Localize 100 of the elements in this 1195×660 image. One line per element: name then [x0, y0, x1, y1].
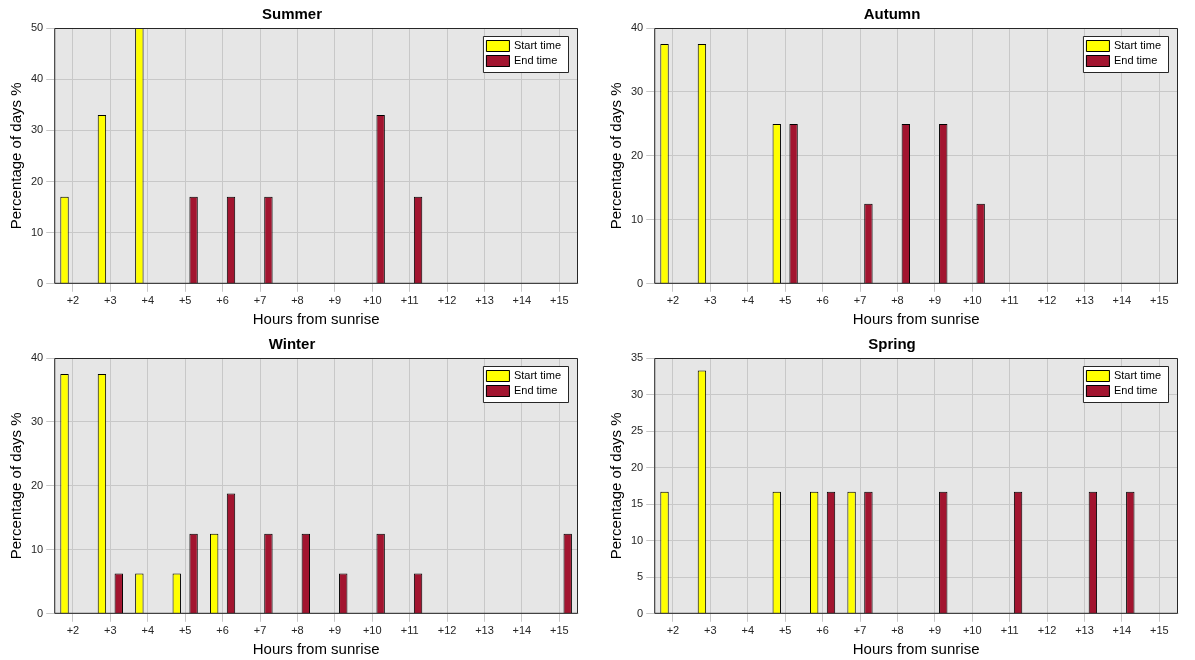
x-tick-label: +5: [178, 294, 192, 307]
y-tick-label: 20: [630, 460, 644, 473]
legend-label: End time: [513, 384, 558, 397]
x-tick-label: +5: [778, 624, 792, 637]
legend-label: Start time: [513, 39, 562, 52]
y-tick-label: 0: [637, 276, 644, 289]
x-axis-title: Hours from sunrise: [252, 310, 380, 328]
y-tick-label: 40: [30, 351, 44, 364]
x-tick-label: +5: [778, 294, 792, 307]
chart-title: Spring: [868, 335, 916, 353]
x-axis-title: Hours from sunrise: [252, 640, 380, 658]
x-tick-label: +5: [178, 624, 192, 637]
x-tick-label: +12: [437, 294, 457, 307]
x-tick-label: +8: [291, 294, 304, 307]
y-tick-label: 30: [30, 414, 44, 427]
x-tick-label: +8: [891, 294, 904, 307]
x-tick-label: +2: [666, 294, 680, 307]
x-tick-label: +11: [400, 294, 419, 307]
legend-label: End time: [1113, 384, 1158, 397]
y-tick-label: 20: [630, 148, 644, 161]
x-tick-label: +15: [549, 624, 569, 637]
x-tick-label: +2: [66, 294, 80, 307]
x-tick-label: +2: [666, 624, 680, 637]
x-tick-label: +10: [362, 294, 382, 307]
y-tick-label: 10: [630, 533, 644, 546]
chart-title: Summer: [261, 5, 323, 23]
x-tick-label: +12: [1037, 294, 1057, 307]
y-tick-label: 10: [30, 542, 44, 555]
x-tick-label: +7: [853, 624, 867, 637]
y-tick-label: 0: [37, 606, 44, 619]
y-axis-title: Percentage of days %: [7, 82, 25, 230]
x-tick-label: +14: [1112, 294, 1132, 307]
legend-label: End time: [1113, 54, 1158, 67]
x-tick-label: +8: [291, 624, 304, 637]
x-tick-label: +3: [104, 294, 117, 307]
y-tick-label: 30: [630, 84, 644, 97]
x-tick-label: +15: [1149, 624, 1169, 637]
x-tick-label: +7: [253, 294, 267, 307]
x-tick-label: +6: [816, 624, 829, 637]
y-tick-label: 25: [630, 424, 644, 437]
legend-label: Start time: [513, 369, 562, 382]
x-tick-label: +8: [891, 624, 904, 637]
x-tick-label: +9: [928, 624, 942, 637]
legend-label: Start time: [1113, 369, 1162, 382]
y-tick-label: 50: [30, 21, 44, 34]
x-tick-label: +3: [704, 294, 717, 307]
x-tick-label: +10: [362, 624, 382, 637]
x-tick-label: +12: [1037, 624, 1057, 637]
x-tick-label: +6: [816, 294, 829, 307]
y-tick-label: 10: [630, 212, 644, 225]
y-tick-label: 20: [30, 478, 44, 491]
x-tick-label: +11: [1000, 294, 1019, 307]
x-tick-label: +13: [475, 624, 494, 637]
x-tick-label: +10: [962, 624, 982, 637]
x-tick-label: +15: [549, 294, 569, 307]
x-axis-title: Hours from sunrise: [852, 640, 980, 658]
y-tick-label: 10: [30, 225, 44, 238]
chart-title: Winter: [268, 335, 316, 353]
x-tick-label: +9: [928, 294, 942, 307]
x-tick-label: +11: [400, 624, 419, 637]
x-tick-label: +14: [512, 294, 532, 307]
x-tick-label: +15: [1149, 294, 1169, 307]
legend-label: End time: [513, 54, 558, 67]
y-tick-label: 40: [30, 72, 44, 85]
x-tick-label: +3: [104, 624, 117, 637]
y-tick-label: 20: [30, 174, 44, 187]
x-tick-label: +9: [328, 624, 342, 637]
y-tick-label: 35: [630, 351, 644, 364]
x-tick-label: +12: [437, 624, 457, 637]
y-tick-label: 0: [637, 606, 644, 619]
x-tick-label: +3: [704, 624, 717, 637]
y-tick-label: 15: [630, 497, 644, 510]
x-tick-label: +4: [141, 624, 155, 637]
x-tick-label: +4: [741, 294, 755, 307]
x-tick-label: +6: [216, 294, 229, 307]
legend-label: Start time: [1113, 39, 1162, 52]
x-tick-label: +13: [1075, 624, 1094, 637]
x-tick-label: +4: [741, 624, 755, 637]
x-tick-label: +13: [475, 294, 494, 307]
y-tick-label: 0: [37, 276, 44, 289]
y-axis-title: Percentage of days %: [607, 412, 625, 560]
y-tick-label: 30: [630, 387, 644, 400]
y-axis-title: Percentage of days %: [607, 82, 625, 230]
x-tick-label: +13: [1075, 294, 1094, 307]
x-tick-label: +10: [962, 294, 982, 307]
x-axis-title: Hours from sunrise: [852, 310, 980, 328]
y-tick-label: 5: [637, 570, 644, 583]
x-tick-label: +14: [512, 624, 532, 637]
x-tick-label: +7: [253, 624, 267, 637]
x-tick-label: +14: [1112, 624, 1132, 637]
y-tick-label: 30: [30, 123, 44, 136]
x-tick-label: +4: [141, 294, 155, 307]
x-tick-label: +7: [853, 294, 867, 307]
chart-title: Autumn: [863, 5, 921, 23]
x-tick-label: +9: [328, 294, 342, 307]
x-tick-label: +2: [66, 624, 80, 637]
x-tick-label: +11: [1000, 624, 1019, 637]
y-tick-label: 40: [630, 21, 644, 34]
x-tick-label: +6: [216, 624, 229, 637]
y-axis-title: Percentage of days %: [7, 412, 25, 560]
